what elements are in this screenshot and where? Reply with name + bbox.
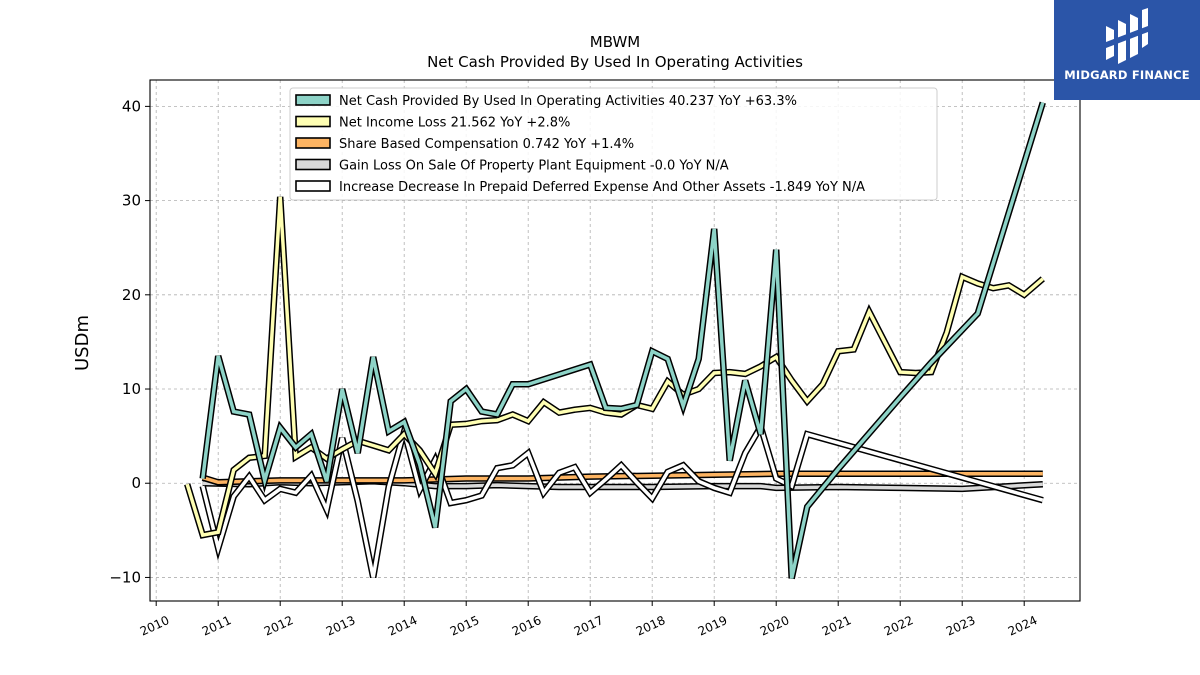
x-tick-label: 2016 xyxy=(510,613,544,639)
series-0 xyxy=(199,101,1046,580)
x-tick-label: 2012 xyxy=(262,613,296,639)
series-4 xyxy=(199,418,1044,579)
x-tick-label: 2020 xyxy=(758,613,792,639)
x-tick-label: 2018 xyxy=(634,613,668,639)
logo-mark-icon xyxy=(1106,8,1148,64)
legend-label: Increase Decrease In Prepaid Deferred Ex… xyxy=(339,180,865,195)
legend-swatch xyxy=(295,94,331,106)
x-tick-label: 2017 xyxy=(572,613,606,639)
x-tick-label: 2024 xyxy=(1006,613,1040,639)
chart-title: MBWM xyxy=(590,33,640,51)
series-line xyxy=(202,472,1043,485)
x-tick-label: 2010 xyxy=(138,613,172,639)
series-line xyxy=(200,102,1045,579)
x-tick-label: 2015 xyxy=(448,613,482,639)
series-layer xyxy=(184,101,1046,580)
x-tick-label: 2011 xyxy=(200,613,234,639)
series-line xyxy=(201,422,1044,578)
legend-label: Share Based Compensation 0.742 YoY +1.4% xyxy=(339,137,634,152)
y-tick-label: −10 xyxy=(109,568,141,586)
x-tick-label: 2023 xyxy=(944,613,978,639)
x-tick-label: 2021 xyxy=(820,613,854,639)
x-tick-label: 2019 xyxy=(696,613,730,639)
y-axis-label: USDm xyxy=(72,315,93,371)
chart-subtitle: Net Cash Provided By Used In Operating A… xyxy=(427,53,803,71)
legend-swatch xyxy=(295,158,331,171)
legend-label: Gain Loss On Sale Of Property Plant Equi… xyxy=(339,159,729,174)
series-2 xyxy=(201,470,1043,486)
legend-label: Net Cash Provided By Used In Operating A… xyxy=(339,94,797,109)
y-tick-label: 10 xyxy=(122,380,141,398)
y-tick-label: 30 xyxy=(122,192,141,210)
x-tick-label: 2013 xyxy=(324,613,358,639)
legend-swatch xyxy=(295,180,331,192)
legend-swatch xyxy=(295,137,331,149)
legend-box xyxy=(289,87,938,201)
logo-wordmark: MIDGARD FINANCE xyxy=(1064,68,1190,82)
y-tick-label: 40 xyxy=(122,97,141,115)
plot-frame xyxy=(149,79,1081,602)
legend-swatch xyxy=(295,115,331,128)
midgard-finance-logo: MIDGARD FINANCE xyxy=(1054,0,1200,100)
y-tick-label: 20 xyxy=(122,286,141,304)
y-tick-label: 0 xyxy=(131,474,141,492)
x-tick-label: 2022 xyxy=(882,613,916,639)
x-tick-label: 2014 xyxy=(386,613,420,639)
legend-label: Net Income Loss 21.562 YoY +2.8% xyxy=(339,116,570,131)
legend: Net Cash Provided By Used In Operating A… xyxy=(289,87,938,201)
